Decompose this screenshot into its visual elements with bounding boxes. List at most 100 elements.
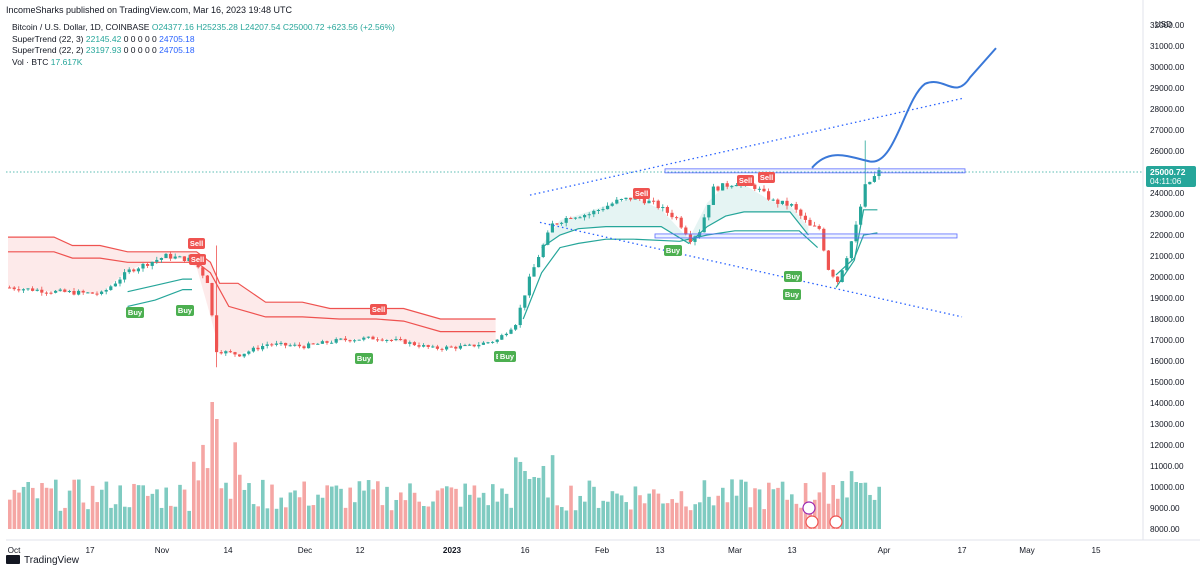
volume-bar [652, 489, 656, 529]
legend-st1-row[interactable]: SuperTrend (22, 3) 22145.42 0 0 0 0 0 24… [12, 34, 395, 46]
candle-body [587, 214, 591, 216]
volume-bar [642, 503, 647, 529]
volume-bar [863, 482, 868, 529]
signal-badge [355, 353, 373, 364]
volume-bar [859, 482, 863, 529]
legend-st1-v1: 22145.42 [85, 33, 122, 44]
candle-body [339, 338, 343, 340]
legend-symbol[interactable]: Bitcoin / U.S. Dollar, 1D, COINBASE [12, 22, 150, 32]
candle-body [362, 337, 366, 340]
candle-body [504, 333, 508, 336]
candle-body [297, 344, 301, 347]
volume-bar [297, 497, 302, 529]
candle-body [90, 292, 94, 294]
volume-bar [173, 506, 178, 529]
legend-vol-row[interactable]: Vol · BTC 17.617K [12, 57, 395, 69]
candle-body [293, 344, 297, 346]
signal-buy: Buy [355, 353, 373, 364]
volume-bar [445, 486, 449, 529]
candle-body [251, 347, 255, 352]
last-price-value: 25000.72 [1150, 167, 1186, 177]
volume-bar [537, 477, 541, 529]
volume-bar [481, 492, 486, 529]
candle-body [201, 267, 205, 276]
candle-body [348, 340, 352, 342]
candle-body [564, 218, 568, 223]
y-tick-label: 20000.00 [1150, 273, 1185, 282]
volume-bar [440, 488, 444, 529]
signal-text: Sell [760, 173, 773, 182]
volume-bar [767, 482, 771, 529]
signal-sell: Sell [758, 172, 775, 183]
candle-body [596, 210, 600, 212]
volume-bar [196, 480, 201, 529]
x-tick-label: Mar [728, 546, 742, 555]
signal-buy: Buy [784, 271, 802, 282]
volume-bar [688, 510, 693, 529]
candle-body [725, 183, 729, 187]
volume-bar [118, 485, 122, 529]
candle-body [67, 291, 71, 293]
y-tick-label: 13000.00 [1150, 420, 1185, 429]
volume-bar [578, 495, 582, 529]
signal-buy: Buy [176, 305, 194, 316]
volume-bar [771, 489, 776, 529]
x-tick-label: Dec [298, 546, 313, 555]
signal-text: Sell [190, 239, 203, 248]
volume-bar [458, 506, 463, 529]
us-flag-icon [829, 515, 843, 529]
volume-bar [307, 505, 311, 529]
candle-body [785, 200, 789, 206]
legend-st2-row[interactable]: SuperTrend (22, 2) 23197.93 0 0 0 0 0 24… [12, 45, 395, 57]
x-tick-label: 13 [655, 546, 665, 555]
candle-body [284, 342, 288, 346]
volume-bar [132, 483, 136, 529]
volume-bar [877, 486, 881, 529]
candle-body [40, 289, 44, 293]
candle-body [12, 287, 16, 290]
volume-bar [31, 487, 35, 529]
y-tick-label: 32000.00 [1150, 21, 1185, 30]
volume-bar [35, 498, 40, 529]
candle-body [449, 346, 453, 348]
volume-bar [265, 508, 270, 529]
volume-bar [408, 483, 412, 529]
candle-body [730, 186, 734, 188]
candle-body [417, 345, 421, 347]
tradingview-logo[interactable]: TradingView [6, 555, 79, 566]
candle-body [302, 346, 306, 349]
volume-bar [343, 507, 348, 529]
candle-body [334, 339, 338, 343]
resistance-box [664, 168, 966, 174]
volume-bar [532, 477, 536, 529]
legend-st2-zeros: 0 0 0 0 0 [123, 45, 157, 55]
candle-body [316, 343, 320, 345]
x-tick-label: 15 [1091, 546, 1101, 555]
volume-bar [127, 507, 132, 529]
candle-body [679, 217, 683, 228]
candle-body [136, 268, 140, 272]
supertrend-line [8, 236, 496, 320]
annotations [529, 47, 997, 318]
volume-bar [270, 484, 274, 529]
volume-bar [40, 483, 44, 529]
volume-bar [371, 489, 375, 529]
volume-bar [868, 494, 872, 529]
y-tick-label: 17000.00 [1150, 336, 1185, 345]
candle-body [468, 344, 472, 346]
volume-bar [734, 495, 739, 529]
candle-body [109, 286, 113, 290]
candle-body [776, 199, 780, 204]
candle-body [527, 276, 531, 296]
candle-body [72, 291, 76, 295]
signal-badge [737, 175, 754, 186]
signal-sell: Sell [737, 175, 754, 186]
signal-badge [784, 271, 802, 282]
volume-bar [380, 505, 385, 529]
legend-st1-v2: 24705.18 [159, 33, 195, 44]
volume-bar [362, 490, 366, 529]
volume-bar [182, 489, 187, 529]
volume-bar [417, 501, 421, 529]
chart-legend: Bitcoin / U.S. Dollar, 1D, COINBASE O243… [12, 22, 395, 68]
